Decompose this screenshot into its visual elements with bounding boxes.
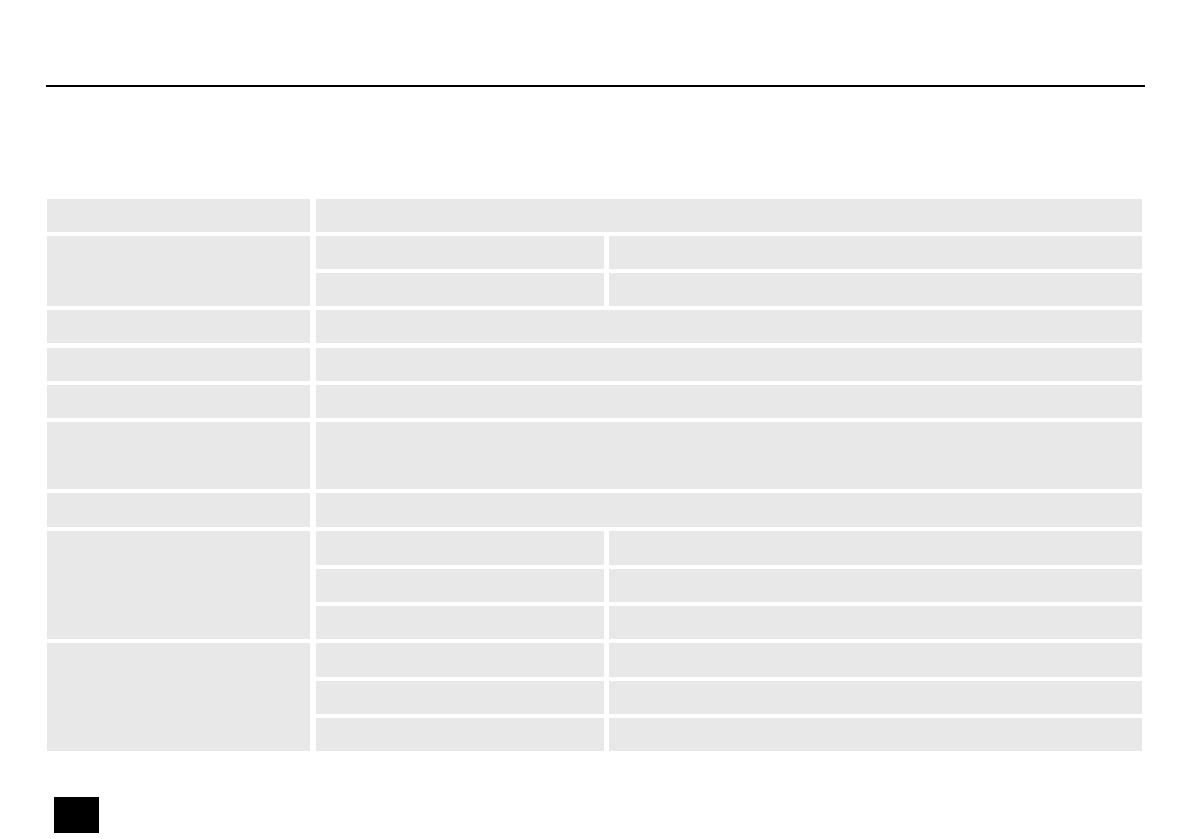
row-label-cell [47, 348, 310, 381]
value-cell [316, 348, 1142, 381]
page-marker [54, 797, 99, 833]
sub-label-cell [316, 681, 604, 714]
value-cell [609, 606, 1142, 639]
value-cell [609, 681, 1142, 714]
value-cell [609, 718, 1142, 751]
value-cell [609, 643, 1142, 677]
sub-label-cell [316, 718, 604, 751]
row-label-cell [47, 310, 310, 343]
value-cell [316, 310, 1142, 343]
row-label-cell [47, 199, 310, 232]
row-label-cell [47, 493, 310, 527]
value-cell [316, 385, 1142, 418]
value-cell [316, 422, 1142, 489]
sub-label-cell [316, 569, 604, 602]
row-label-cell [47, 236, 310, 306]
sub-label-cell [316, 531, 604, 565]
row-label-cell [47, 531, 310, 639]
value-cell [609, 273, 1142, 306]
value-cell [609, 236, 1142, 269]
row-label-cell [47, 422, 310, 489]
sub-label-cell [316, 606, 604, 639]
row-label-cell [47, 385, 310, 418]
value-cell [609, 531, 1142, 565]
value-cell [609, 569, 1142, 602]
sub-label-cell [316, 236, 604, 269]
value-cell [316, 199, 1142, 232]
sub-label-cell [316, 643, 604, 677]
sub-label-cell [316, 273, 604, 306]
value-cell [316, 493, 1142, 527]
row-label-cell [47, 643, 310, 751]
header-rule [46, 85, 1145, 87]
